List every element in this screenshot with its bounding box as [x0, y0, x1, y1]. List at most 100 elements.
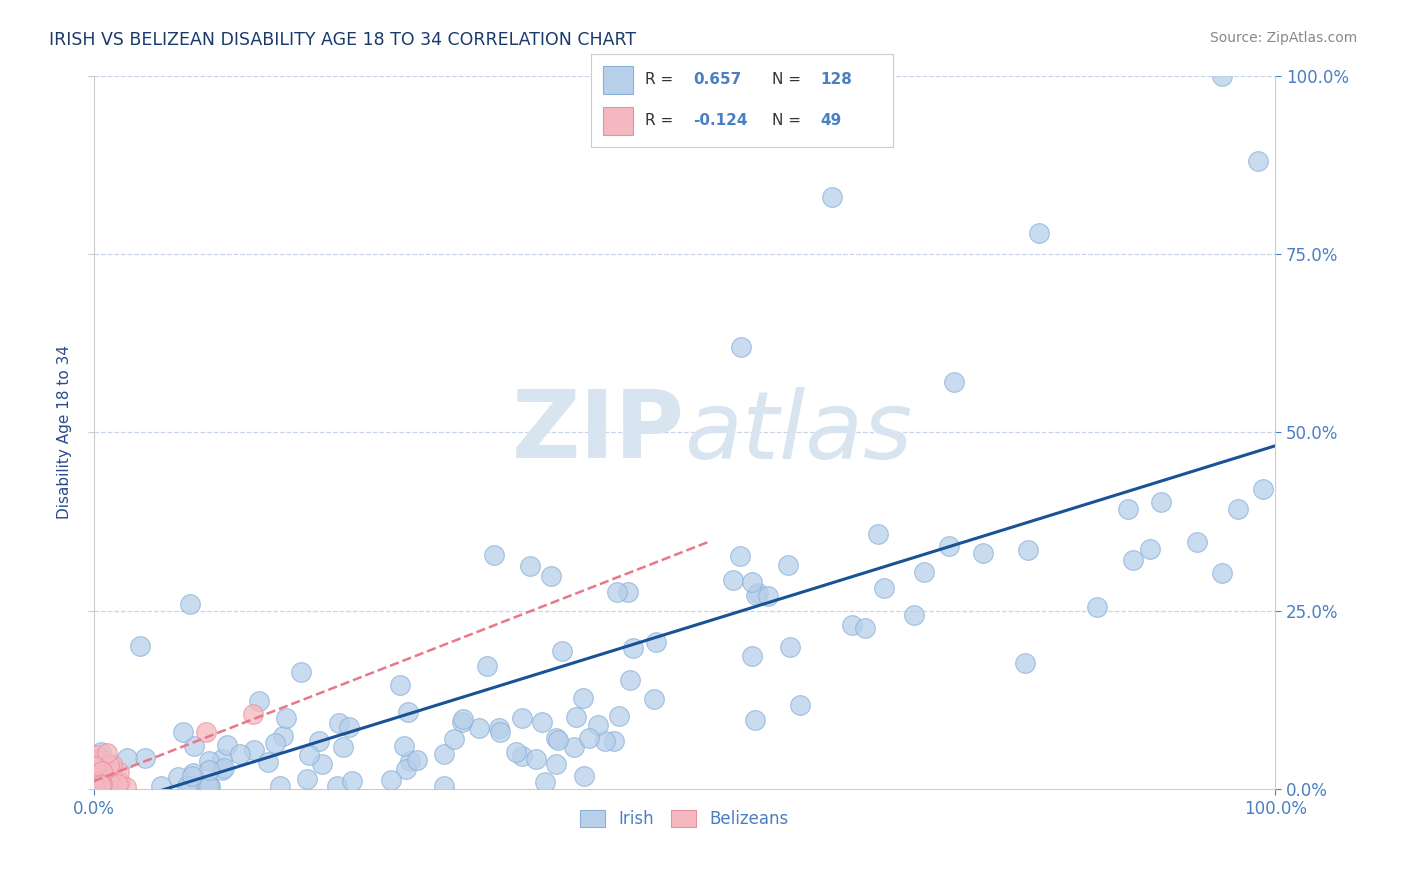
Point: [96, 771, 118, 785]
Point: [406, 753, 429, 767]
Point: [340, 773, 363, 788]
Point: [572, 691, 595, 706]
Point: [588, 717, 610, 731]
Point: [1122, 553, 1144, 567]
Point: [645, 635, 668, 649]
Point: [84, 772, 107, 787]
Point: [89, 765, 111, 780]
Point: [89, 776, 111, 790]
Point: [745, 588, 768, 602]
Point: [90, 778, 112, 792]
Point: [779, 640, 801, 655]
Point: [903, 608, 925, 623]
Point: [89, 763, 111, 777]
Point: [1253, 482, 1275, 496]
Point: [181, 766, 204, 780]
Point: [166, 770, 188, 784]
Point: [98, 768, 121, 782]
Point: [1085, 600, 1108, 615]
Point: [89, 771, 111, 785]
Point: [90, 764, 112, 778]
Point: [90, 745, 112, 759]
Point: [298, 747, 321, 762]
Text: ZIP: ZIP: [512, 386, 685, 478]
Point: [83, 773, 105, 788]
Point: [89, 752, 111, 766]
Point: [747, 586, 769, 600]
Point: [730, 340, 752, 354]
Point: [396, 705, 419, 719]
Point: [519, 558, 541, 573]
Point: [89, 781, 111, 796]
Text: 128: 128: [820, 72, 852, 87]
Point: [100, 778, 122, 792]
Point: [90, 770, 112, 784]
Point: [97, 777, 120, 791]
Point: [505, 745, 527, 759]
FancyBboxPatch shape: [603, 107, 633, 135]
Point: [392, 739, 415, 753]
Point: [643, 692, 665, 706]
Point: [198, 764, 221, 778]
Point: [533, 774, 555, 789]
Point: [488, 725, 510, 739]
Point: [98, 758, 121, 772]
Point: [451, 712, 474, 726]
Point: [621, 640, 644, 655]
Point: [728, 549, 751, 563]
Point: [1150, 495, 1173, 509]
Point: [565, 710, 588, 724]
Point: [86, 753, 108, 767]
Text: R =: R =: [645, 72, 678, 87]
Point: [197, 754, 219, 768]
Point: [242, 742, 264, 756]
Point: [101, 757, 124, 772]
Point: [1227, 502, 1250, 516]
Point: [609, 708, 631, 723]
Point: [86, 776, 108, 790]
Point: [83, 759, 105, 773]
Point: [1028, 226, 1050, 240]
Point: [211, 752, 233, 766]
Point: [271, 729, 294, 743]
Point: [117, 751, 139, 765]
Point: [100, 779, 122, 793]
Text: R =: R =: [645, 113, 678, 128]
Point: [756, 589, 779, 603]
Point: [100, 778, 122, 792]
Point: [107, 765, 129, 780]
Point: [228, 747, 250, 761]
Point: [395, 762, 418, 776]
Point: [86, 748, 108, 763]
Point: [94, 779, 117, 793]
Point: [741, 648, 763, 663]
Point: [311, 756, 333, 771]
Point: [94, 766, 117, 780]
Point: [295, 772, 318, 786]
Text: 0.657: 0.657: [693, 72, 741, 87]
Point: [853, 621, 876, 635]
Point: [912, 565, 935, 579]
Point: [91, 775, 114, 789]
Point: [214, 761, 236, 775]
Point: [179, 597, 201, 611]
Point: [544, 756, 567, 771]
Point: [96, 746, 118, 760]
Text: N =: N =: [772, 72, 806, 87]
FancyBboxPatch shape: [603, 66, 633, 94]
Point: [841, 618, 863, 632]
Point: [619, 673, 641, 687]
Point: [467, 721, 489, 735]
Point: [603, 734, 626, 748]
Point: [524, 751, 547, 765]
Point: [778, 558, 800, 573]
Point: [482, 548, 505, 562]
Point: [93, 778, 115, 792]
Point: [91, 777, 114, 791]
Point: [380, 773, 402, 788]
Point: [578, 731, 600, 746]
Point: [83, 764, 105, 779]
Point: [134, 750, 156, 764]
Point: [83, 778, 105, 792]
Point: [87, 776, 110, 790]
